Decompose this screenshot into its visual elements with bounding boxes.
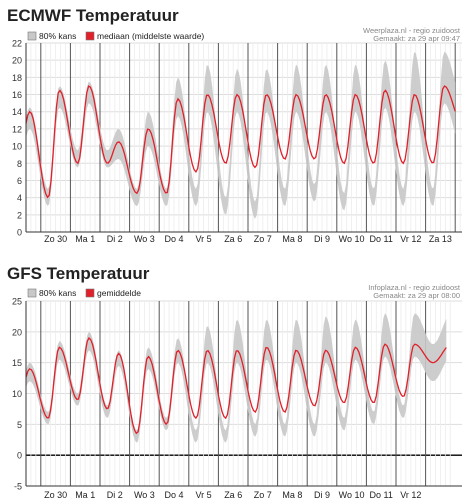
y-tick-label: 15 [12, 358, 22, 368]
y-tick-label: 18 [12, 73, 22, 83]
y-tick-label: 20 [12, 56, 22, 66]
y-tick-label: 14 [12, 107, 22, 117]
x-tick-label: Wo 10 [339, 490, 365, 500]
legend-band-label: 80% kans [39, 288, 76, 298]
y-tick-label: 8 [17, 159, 22, 169]
x-tick-label: Zo 7 [254, 490, 272, 500]
x-tick-label: Vr 5 [196, 234, 212, 244]
y-tick-label: 22 [12, 39, 22, 49]
x-tick-label: Zo 30 [44, 490, 67, 500]
ecmwf-temperature-chart: 0 2 4 6 8 10 12 14 16 18 20 22 Zo 30 Ma 1 Di 2 Wo 3 Do 4… [12, 26, 462, 244]
legend-band-swatch [27, 288, 37, 298]
y-tick-label: 4 [17, 193, 22, 203]
x-tick-label: Ma 1 [75, 234, 95, 244]
updated-text: Gemaakt: za 29 apr 09:47 [373, 34, 460, 43]
confidence-band-80pct [26, 313, 447, 443]
gfs-temperature-chart: -5 0 5 10 15 20 25 Zo 30 Ma 1 Di 2 Wo 3 Do 4 Vr 5 Za … [12, 283, 462, 500]
x-tick-label: Di 2 [107, 490, 123, 500]
y-tick-label: 16 [12, 90, 22, 100]
x-tick-label: Wo 3 [134, 490, 155, 500]
legend-line-label: gemiddelde [97, 288, 141, 298]
x-tick-label: Za 6 [224, 234, 242, 244]
x-tick-label: Di 9 [314, 490, 330, 500]
legend-line-label: mediaan (middelste waarde) [97, 31, 204, 41]
chart-title: ECMWF Temperatuur [7, 6, 179, 25]
x-tick-label: Di 9 [314, 234, 330, 244]
y-tick-label: 0 [17, 228, 22, 238]
x-tick-label: Do 11 [370, 490, 393, 500]
chart-title: GFS Temperatuur [7, 264, 150, 283]
x-tick-label: Za 6 [224, 490, 242, 500]
x-tick-label: Vr 12 [400, 490, 421, 500]
updated-text: Gemaakt: za 29 apr 08:00 [373, 291, 460, 300]
x-tick-label: Do 11 [370, 234, 393, 244]
legend-band-label: 80% kans [39, 31, 76, 41]
temperature-line-0 [25, 85, 456, 199]
ecmwf-chart-panel: ECMWF Temperatuur 0 2 4 6 8 10 12 14 16 18 20 22 Zo … [7, 6, 462, 244]
legend-line-swatch [85, 288, 95, 298]
y-tick-label: 12 [12, 124, 22, 134]
x-tick-label: Zo 30 [44, 234, 67, 244]
y-tick-label: 0 [17, 451, 22, 461]
x-tick-label: Ma 8 [282, 234, 302, 244]
y-tick-label: 25 [12, 297, 22, 307]
legend-band-swatch [27, 31, 37, 41]
y-tick-label: 6 [17, 176, 22, 186]
source-text: Weerplaza.nl - regio zuidoost [363, 26, 461, 35]
x-tick-label: Zo 7 [254, 234, 272, 244]
x-tick-label: Ma 8 [282, 490, 302, 500]
legend-line-swatch [85, 31, 95, 41]
x-tick-label: Wo 10 [339, 234, 365, 244]
y-tick-label: 5 [17, 420, 22, 430]
y-tick-label: 10 [12, 389, 22, 399]
x-tick-label: Do 4 [164, 234, 183, 244]
x-tick-label: Do 4 [164, 490, 183, 500]
x-tick-label: Vr 5 [196, 490, 212, 500]
gfs-chart-panel: GFS Temperatuur -5 0 5 10 15 20 25 Zo 30 Ma 1 Di … [0, 258, 471, 500]
y-tick-label: 10 [12, 142, 22, 152]
y-tick-label: 2 [17, 210, 22, 220]
x-tick-label: Di 2 [107, 234, 123, 244]
y-tick-label: 20 [12, 327, 22, 337]
y-tick-label: -5 [14, 482, 22, 492]
temperature-line-1 [25, 336, 447, 435]
confidence-band-80pct [26, 51, 456, 219]
x-tick-label: Vr 12 [400, 234, 421, 244]
x-tick-label: Wo 3 [134, 234, 155, 244]
x-tick-label: Ma 1 [75, 490, 95, 500]
x-tick-label: Za 13 [429, 234, 452, 244]
source-text: Infoplaza.nl - regio zuidoost [368, 283, 461, 292]
